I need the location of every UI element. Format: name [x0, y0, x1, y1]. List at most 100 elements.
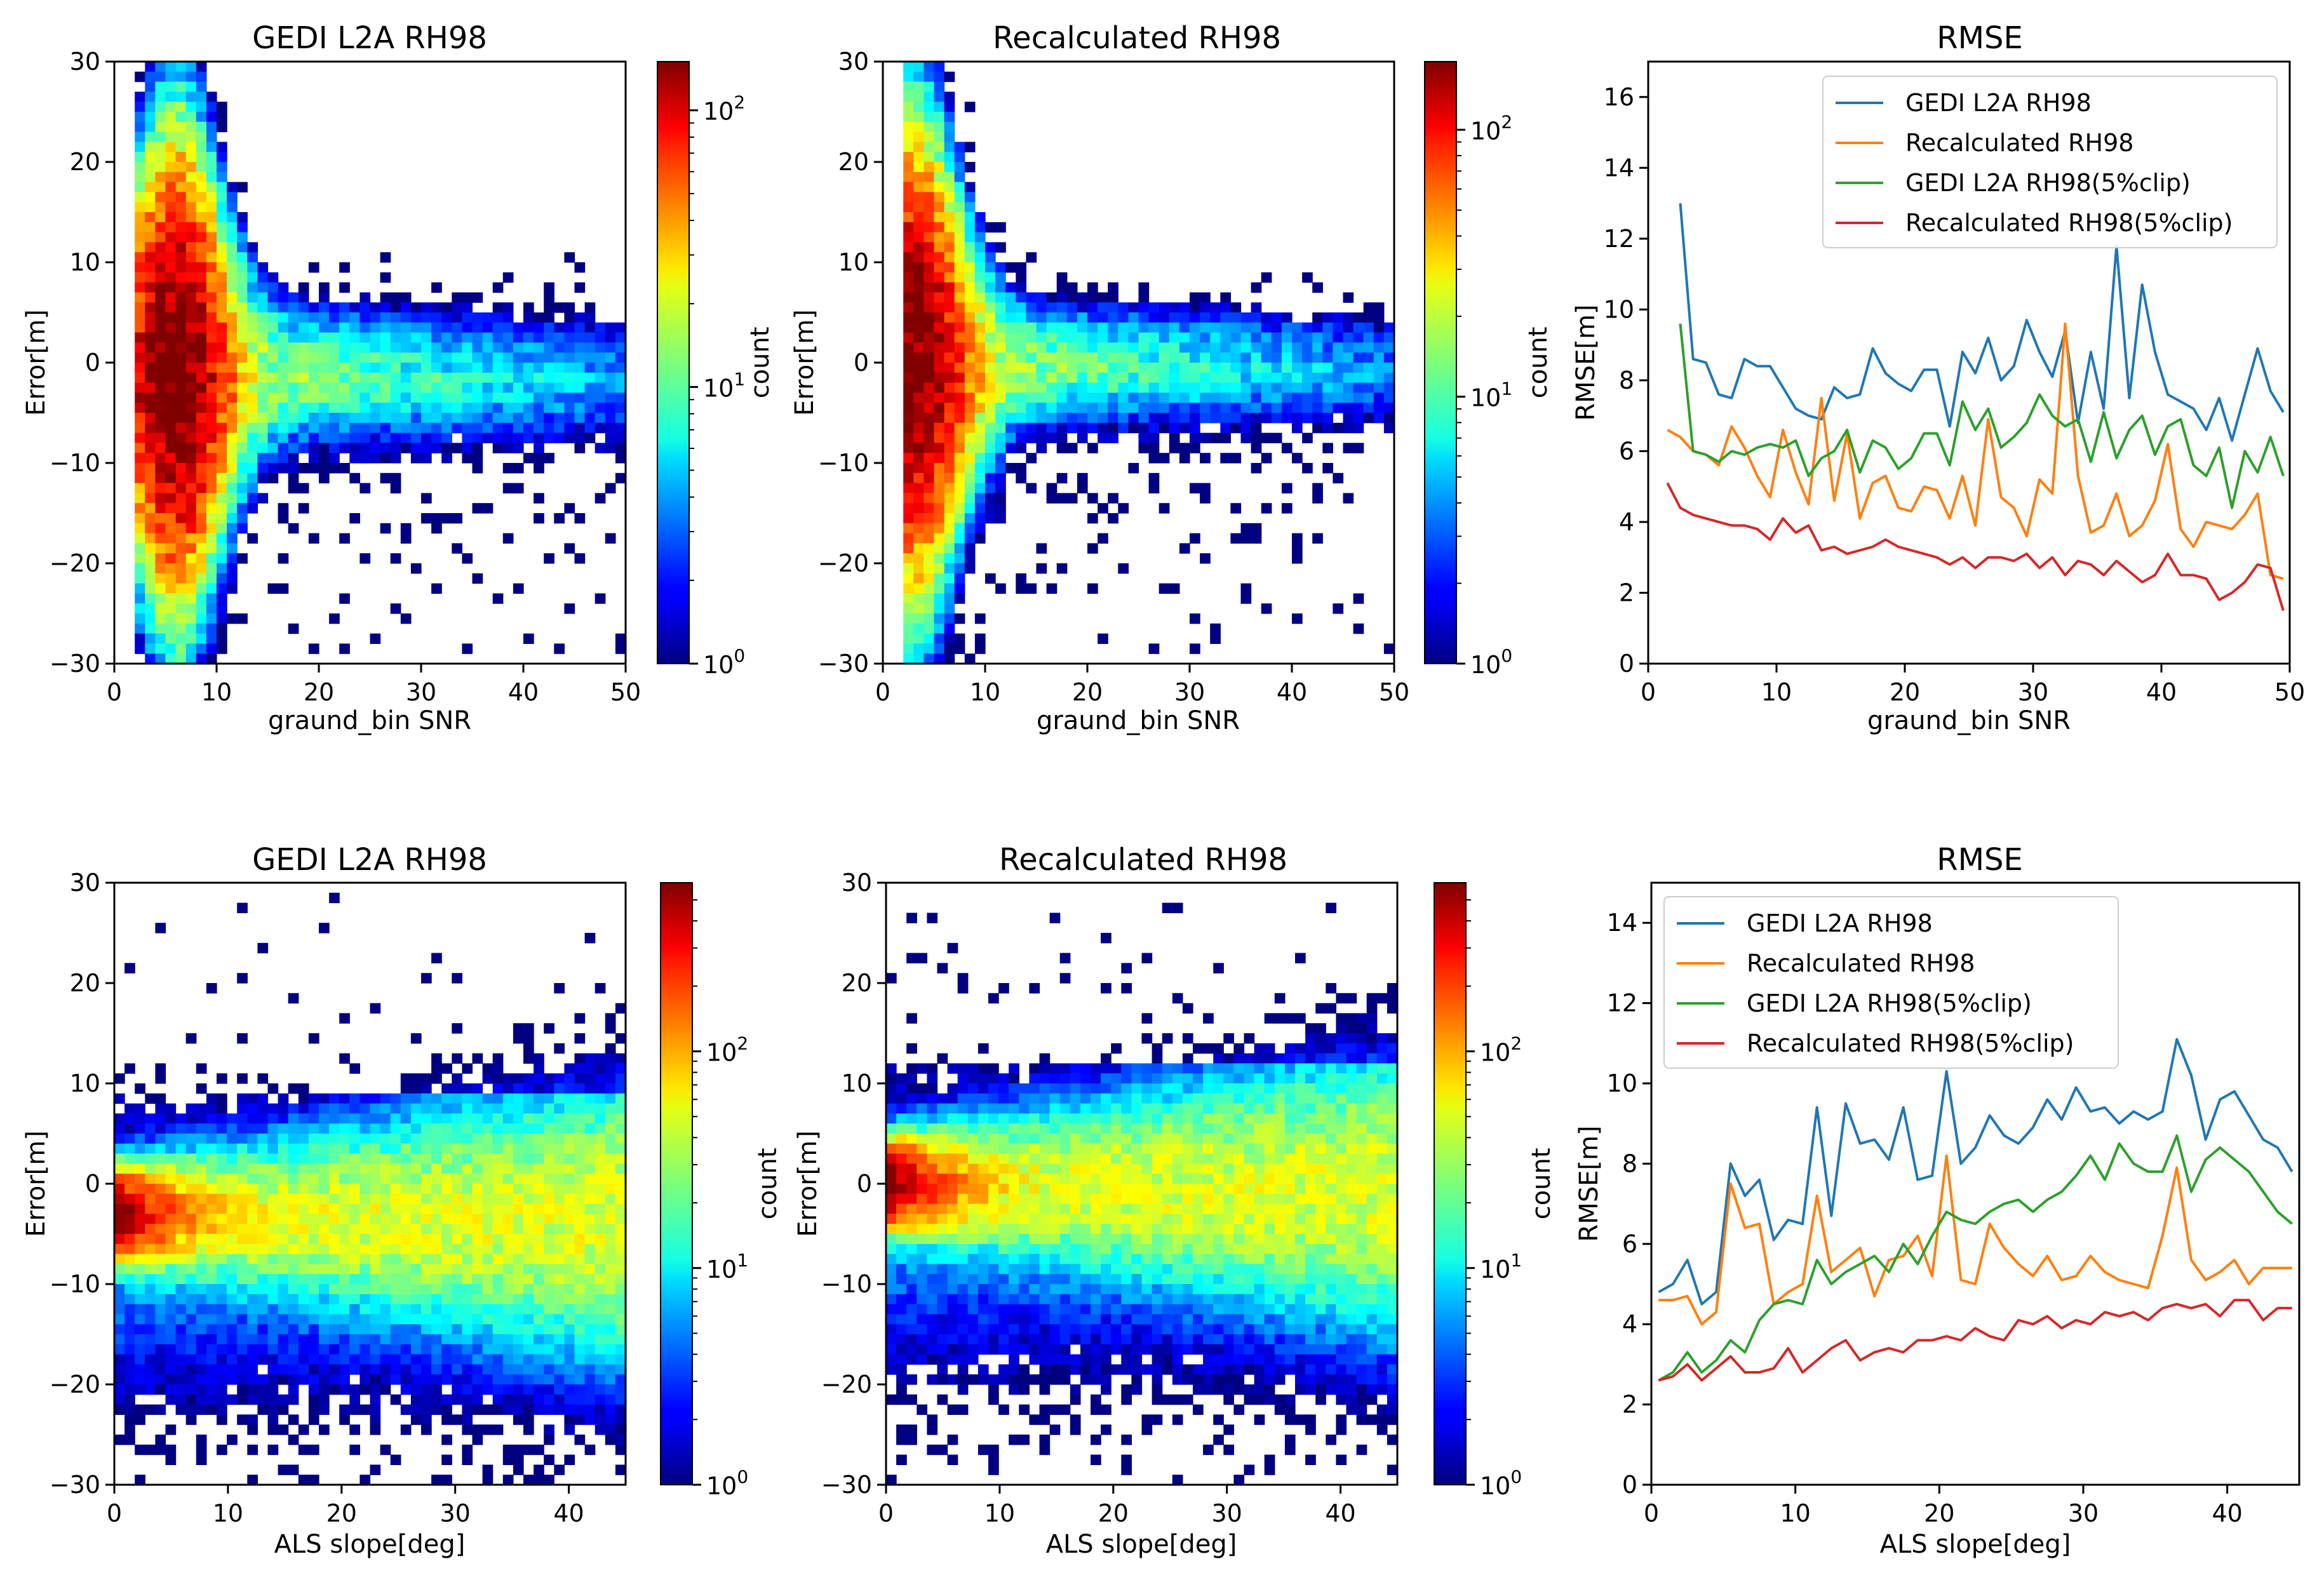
- heatmap-cell: [462, 1243, 473, 1255]
- heatmap-cell: [155, 1284, 166, 1295]
- heatmap-cell: [1019, 1174, 1030, 1184]
- heatmap-cell: [206, 1304, 217, 1315]
- heatmap-cell: [523, 1203, 534, 1214]
- heatmap-cell: [998, 1163, 1009, 1174]
- heatmap-cell: [339, 1294, 350, 1305]
- heatmap-cell: [1029, 1334, 1040, 1345]
- heatmap-cell: [155, 1234, 166, 1245]
- heatmap-cell: [165, 202, 177, 213]
- heatmap-cell: [995, 382, 1006, 393]
- heatmap-cell: [288, 1243, 299, 1255]
- heatmap-cell: [175, 643, 187, 654]
- heatmap-cell: [544, 1254, 554, 1264]
- heatmap-cell: [967, 1374, 979, 1385]
- heatmap-cell: [390, 1394, 401, 1405]
- heatmap-cell: [349, 403, 360, 413]
- heatmap-cell: [1210, 633, 1221, 644]
- heatmap-cell: [584, 1284, 596, 1295]
- heatmap-cell: [155, 1314, 166, 1325]
- heatmap-cell: [329, 422, 340, 434]
- heatmap-cell: [257, 1354, 269, 1365]
- heatmap-cell: [913, 152, 924, 163]
- heatmap-cell: [886, 1314, 897, 1325]
- heatmap-cell: [584, 1184, 596, 1195]
- heatmap-cell: [247, 483, 258, 493]
- heatmap-cell: [886, 1174, 897, 1184]
- heatmap-cell: [288, 392, 299, 403]
- heatmap-cell: [421, 363, 432, 373]
- heatmap-cell: [298, 1475, 309, 1485]
- heatmap-cell: [944, 322, 955, 333]
- heatmap-cell: [615, 1063, 626, 1074]
- heatmap-cell: [452, 1274, 462, 1285]
- heatmap-cell: [400, 523, 412, 534]
- heatmap-cell: [605, 1143, 616, 1155]
- heatmap-cell: [544, 1214, 554, 1224]
- heatmap-cell: [534, 1344, 544, 1355]
- x-tick-label: 50: [1379, 678, 1409, 706]
- heatmap-cell: [927, 1083, 938, 1094]
- heatmap-cell: [462, 1214, 473, 1224]
- heatmap-cell: [886, 1063, 897, 1074]
- heatmap-cell: [1138, 282, 1150, 293]
- heatmap-cell: [1029, 1153, 1040, 1164]
- heatmap-cell: [298, 1184, 309, 1195]
- heatmap-cell: [1039, 1364, 1051, 1375]
- heatmap-cell: [135, 322, 145, 333]
- heatmap-cell: [1009, 1364, 1019, 1375]
- heatmap-cell: [615, 1274, 626, 1285]
- heatmap-cell: [359, 1324, 371, 1335]
- heatmap-cell: [492, 1394, 504, 1405]
- heatmap-cell: [206, 1113, 217, 1124]
- heatmap-cell: [896, 1224, 907, 1235]
- heatmap-cell: [615, 372, 626, 384]
- heatmap-cell: [421, 1134, 432, 1144]
- heatmap-cell: [145, 463, 156, 474]
- heatmap-cell: [257, 352, 269, 363]
- heatmap-cell: [165, 593, 177, 604]
- y-tick-label: 12: [1604, 225, 1634, 253]
- heatmap-cell: [924, 282, 935, 293]
- heatmap-cell: [947, 1214, 958, 1224]
- heatmap-cell: [217, 1113, 227, 1124]
- heatmap-cell: [185, 1254, 197, 1264]
- heatmap-cell: [390, 363, 401, 373]
- heatmap-cell: [165, 1384, 177, 1395]
- heatmap-cell: [927, 1274, 938, 1285]
- heatmap-cell: [114, 1264, 125, 1275]
- heatmap-cell: [1302, 322, 1313, 333]
- heatmap-cell: [370, 443, 381, 453]
- heatmap-cell: [1230, 533, 1242, 544]
- heatmap-cell: [217, 1264, 227, 1275]
- heatmap-cell: [390, 1184, 401, 1195]
- heatmap-cell: [1210, 332, 1221, 343]
- heatmap-cell: [278, 1123, 289, 1134]
- heatmap-cell: [513, 1134, 524, 1144]
- heatmap-cell: [155, 91, 166, 102]
- heatmap-cell: [554, 1153, 565, 1164]
- heatmap-cell: [114, 1254, 125, 1264]
- heatmap-cell: [196, 372, 207, 384]
- heatmap-cell: [237, 1324, 248, 1335]
- heatmap-cell: [390, 1454, 401, 1465]
- heatmap-cell: [1118, 312, 1129, 323]
- heatmap-cell: [349, 1143, 360, 1155]
- heatmap-cell: [924, 91, 935, 102]
- heatmap-cell: [308, 1224, 319, 1235]
- heatmap-cell: [431, 342, 442, 353]
- heatmap-cell: [237, 403, 248, 413]
- heatmap-cell: [329, 1334, 340, 1345]
- heatmap-cell: [185, 363, 197, 373]
- heatmap-cell: [185, 171, 197, 183]
- heatmap-cell: [400, 1163, 412, 1174]
- heatmap-cell: [370, 372, 381, 384]
- heatmap-cell: [155, 1214, 166, 1224]
- heatmap-cell: [502, 382, 514, 393]
- heatmap-cell: [196, 1243, 207, 1255]
- heatmap-cell: [247, 1354, 258, 1365]
- heatmap-cell: [431, 1163, 442, 1174]
- heatmap-cell: [452, 1384, 462, 1395]
- heatmap-cell: [135, 1475, 145, 1485]
- heatmap-cell: [267, 372, 279, 384]
- heatmap-cell: [1098, 352, 1108, 363]
